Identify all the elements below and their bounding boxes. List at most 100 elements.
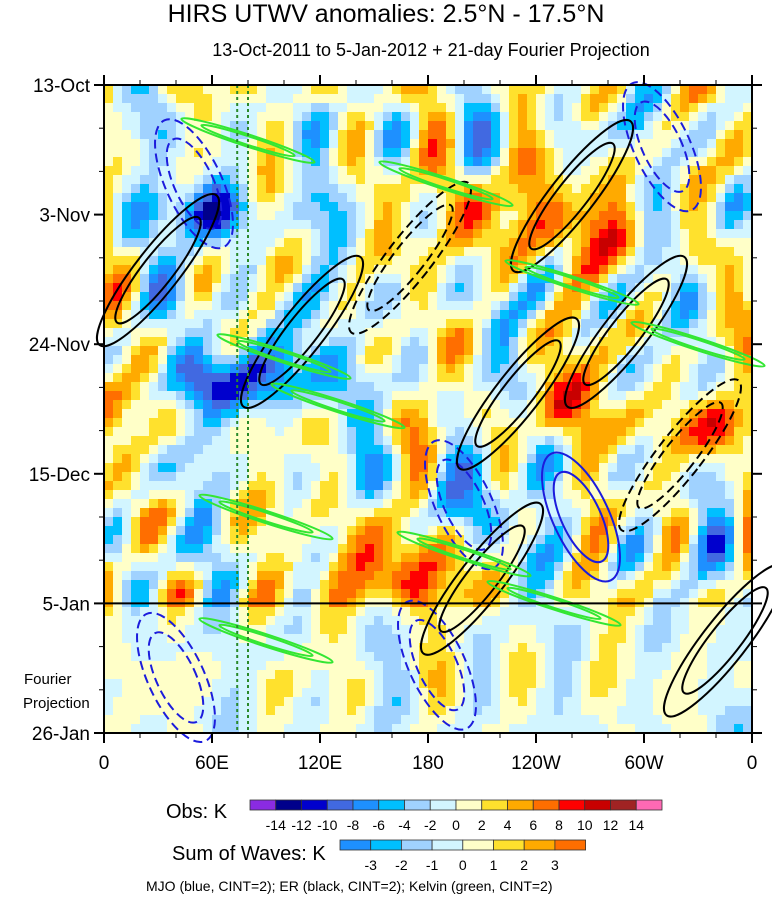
heatmap-cell [563,364,572,373]
heatmap-cell [608,256,617,265]
heatmap-cell [374,463,383,472]
heatmap-cell [446,229,455,238]
heatmap-cell [500,283,509,292]
heatmap-cell [572,652,581,661]
heatmap-cell [401,328,410,337]
heatmap-cell [329,517,338,526]
heatmap-cell [563,508,572,517]
heatmap-cell [383,409,392,418]
heatmap-cell [419,526,428,535]
heatmap-cell [491,274,500,283]
heatmap-cell [293,661,302,670]
heatmap-cell [275,139,284,148]
heatmap-cell [572,346,581,355]
heatmap-cell [338,373,347,382]
heatmap-cell [275,283,284,292]
heatmap-cell [518,229,527,238]
heatmap-cell [590,202,599,211]
heatmap-cell [428,238,437,247]
heatmap-cell [509,103,518,112]
heatmap-cell [482,445,491,454]
heatmap-cell [518,211,527,220]
heatmap-cell [149,166,158,175]
heatmap-cell [473,400,482,409]
heatmap-cell [563,337,572,346]
heatmap-cell [527,139,536,148]
heatmap-cell [491,256,500,265]
heatmap-cell [626,265,635,274]
heatmap-cell [428,373,437,382]
heatmap-cell [635,634,644,643]
heatmap-cell [302,337,311,346]
heatmap-cell [113,679,122,688]
heatmap-cell [338,85,347,94]
heatmap-cell [473,256,482,265]
heatmap-cell [104,94,113,103]
heatmap-cell [347,517,356,526]
heatmap-cell [338,310,347,319]
heatmap-cell [572,616,581,625]
heatmap-cell [401,211,410,220]
heatmap-cell [122,706,131,715]
heatmap-cell [428,526,437,535]
heatmap-cell [689,697,698,706]
heatmap-cell [194,193,203,202]
heatmap-cell [689,418,698,427]
heatmap-cell [221,103,230,112]
heatmap-cell [590,490,599,499]
heatmap-cell [527,697,536,706]
heatmap-cell [131,697,140,706]
heatmap-cell [158,265,167,274]
heatmap-cell [248,436,257,445]
heatmap-cell [203,589,212,598]
heatmap-cell [725,409,734,418]
heatmap-cell [158,517,167,526]
heatmap-cell [338,679,347,688]
heatmap-cell [707,85,716,94]
heatmap-cell [698,211,707,220]
heatmap-cell [707,607,716,616]
heatmap-cell [284,499,293,508]
heatmap-cell [365,301,374,310]
heatmap-cell [653,292,662,301]
heatmap-cell [455,283,464,292]
heatmap-cell [662,202,671,211]
heatmap-cell [302,472,311,481]
heatmap-cell [122,553,131,562]
heatmap-cell [167,607,176,616]
heatmap-cell [266,121,275,130]
heatmap-cell [113,355,122,364]
heatmap-cell [248,310,257,319]
heatmap-cell [581,463,590,472]
heatmap-cell [725,445,734,454]
heatmap-cell [212,418,221,427]
heatmap-cell [527,517,536,526]
heatmap-cell [257,697,266,706]
heatmap-cell [545,688,554,697]
heatmap-cell [311,589,320,598]
heatmap-cell [158,436,167,445]
heatmap-cell [410,310,419,319]
heatmap-cell [608,157,617,166]
heatmap-cell [167,85,176,94]
heatmap-cell [491,229,500,238]
heatmap-cell [122,229,131,238]
heatmap-cell [716,553,725,562]
heatmap-cell [437,355,446,364]
heatmap-cell [626,643,635,652]
heatmap-cell [302,274,311,283]
heatmap-cell [635,265,644,274]
heatmap-cell [581,337,590,346]
heatmap-cell [275,463,284,472]
heatmap-cell [653,427,662,436]
heatmap-cell [122,535,131,544]
heatmap-cell [401,103,410,112]
heatmap-cell [464,130,473,139]
heatmap-cell [185,283,194,292]
heatmap-cell [554,571,563,580]
heatmap-cell [320,643,329,652]
heatmap-cell [581,544,590,553]
heatmap-cell [248,112,257,121]
heatmap-cell [311,445,320,454]
heatmap-cell [671,571,680,580]
